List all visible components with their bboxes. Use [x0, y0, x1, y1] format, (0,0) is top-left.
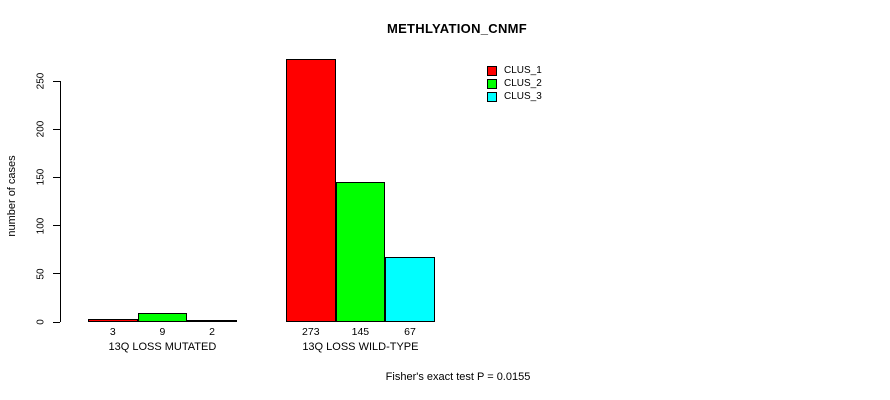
bar-clus_3-group1	[187, 320, 237, 322]
y-tick-mark	[53, 128, 60, 130]
y-tick-label: 200	[35, 120, 47, 138]
bar-value-label: 67	[404, 326, 416, 338]
y-tick-label: 50	[35, 268, 47, 280]
bar-value-label: 145	[351, 326, 370, 338]
bar-clus_2-group2	[335, 182, 386, 322]
y-tick-label: 0	[35, 319, 47, 325]
legend-swatch-clus_1	[487, 66, 497, 76]
legend-label-clus_3: CLUS_3	[504, 91, 542, 102]
bar-clus_3-group2	[385, 257, 435, 322]
chart-title: METHLYATION_CNMF	[386, 21, 528, 36]
y-tick-label: 250	[35, 72, 47, 90]
y-tick-mark	[53, 80, 60, 82]
y-tick-mark	[53, 176, 60, 178]
bar-value-label: 273	[302, 326, 320, 338]
legend-swatch-clus_2	[487, 79, 497, 89]
legend-label-clus_1: CLUS_1	[504, 65, 542, 76]
bar-clus_1-group1	[88, 319, 138, 322]
bar-value-label: 3	[109, 326, 116, 338]
category-label-group1: 13Q LOSS MUTATED	[108, 341, 217, 353]
category-label-group2: 13Q LOSS WILD-TYPE	[302, 341, 419, 353]
y-tick-mark	[53, 225, 60, 227]
y-axis-line	[60, 81, 61, 322]
fisher-test-annotation: Fisher's exact test P = 0.0155	[385, 371, 531, 383]
y-tick-label: 100	[35, 217, 47, 234]
bar-clus_1-group2	[286, 58, 336, 322]
bar-value-label: 2	[209, 326, 215, 338]
bar-clus_2-group1	[137, 313, 188, 322]
bar-value-label: 9	[159, 326, 166, 338]
y-axis-title: number of cases	[6, 155, 18, 237]
legend-label-clus_2: CLUS_2	[504, 78, 542, 89]
y-tick-label: 150	[35, 169, 47, 186]
y-tick-mark	[53, 321, 60, 323]
y-tick-mark	[53, 273, 60, 275]
legend-swatch-clus_3	[487, 92, 497, 102]
